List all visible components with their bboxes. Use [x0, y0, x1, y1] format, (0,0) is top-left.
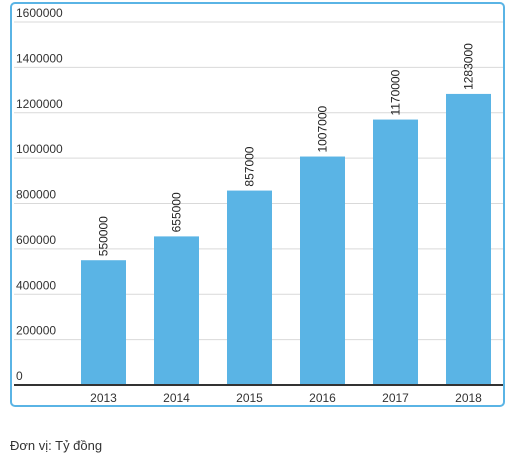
x-tick-label: 2016 — [309, 391, 336, 405]
y-tick-label: 1000000 — [16, 142, 63, 156]
bar — [227, 190, 272, 385]
bar — [154, 236, 199, 385]
x-tick-label: 2013 — [90, 391, 117, 405]
x-tick-label: 2015 — [236, 391, 263, 405]
x-tick-label: 2018 — [455, 391, 482, 405]
data-label: 857000 — [243, 146, 257, 186]
bar — [300, 156, 345, 385]
y-tick-label: 0 — [16, 369, 23, 383]
y-tick-label: 1200000 — [16, 97, 63, 111]
bar — [81, 260, 126, 385]
unit-note: Đơn vị: Tỷ đồng — [10, 438, 103, 453]
data-label: 1283000 — [462, 43, 476, 90]
x-tick-label: 2017 — [382, 391, 409, 405]
data-label: 1007000 — [316, 105, 330, 152]
y-tick-label: 800000 — [16, 188, 56, 202]
y-tick-label: 1600000 — [16, 6, 63, 20]
bar — [373, 119, 418, 386]
data-label: 655000 — [170, 192, 184, 232]
data-label: 1170000 — [389, 69, 403, 115]
y-tick-label: 200000 — [16, 324, 56, 338]
bar-chart: 0 200000 400000 600000 800000 1000000 1200000 1… — [14, 6, 503, 405]
data-label: 550000 — [97, 216, 111, 256]
bar — [446, 93, 491, 385]
x-tick-label: 2014 — [163, 391, 190, 405]
y-tick-label: 1400000 — [16, 51, 63, 65]
y-tick-label: 400000 — [16, 278, 56, 292]
y-tick-label: 600000 — [16, 233, 56, 247]
